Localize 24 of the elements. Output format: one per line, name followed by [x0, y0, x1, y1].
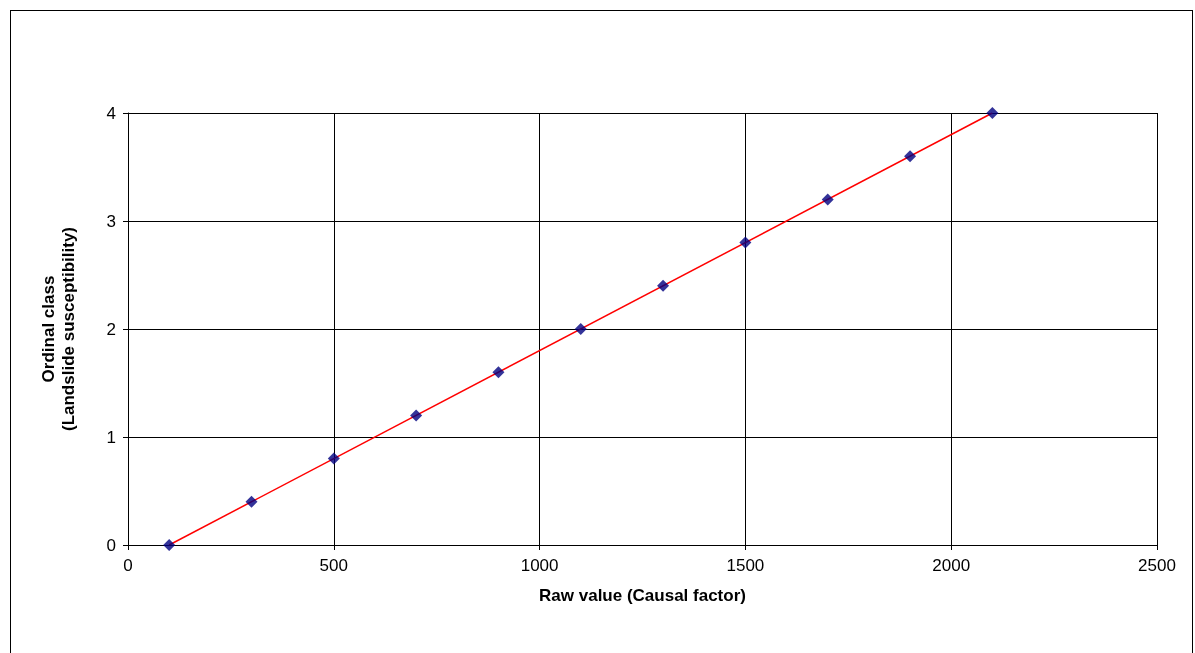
x-tick-label: 1000: [520, 556, 559, 575]
x-axis-title: Raw value (Causal factor): [539, 585, 746, 605]
y-tick-label: 3: [106, 211, 116, 231]
y-axis-title: Ordinal class (Landslide susceptibility): [38, 226, 78, 432]
x-tick-label: 2000: [932, 556, 971, 575]
point: [245, 495, 258, 508]
x-tick-label: 2500: [1138, 556, 1176, 575]
point: [904, 150, 917, 163]
y-tick-label: 2: [106, 319, 116, 339]
point: [492, 366, 505, 379]
x-tick-label: 500: [319, 556, 348, 575]
point: [657, 279, 670, 292]
point: [163, 539, 176, 551]
point: [821, 193, 834, 206]
y-tick-label: 0: [106, 535, 116, 555]
point: [739, 236, 752, 249]
point: [574, 323, 587, 335]
y-tick-label: 1: [106, 427, 116, 447]
point: [986, 107, 999, 119]
point: [327, 452, 340, 465]
point: [410, 409, 423, 422]
x-tick-label: 1500: [726, 556, 765, 575]
x-tick-label: 0: [123, 556, 133, 575]
y-tick-label: 4: [106, 103, 116, 123]
